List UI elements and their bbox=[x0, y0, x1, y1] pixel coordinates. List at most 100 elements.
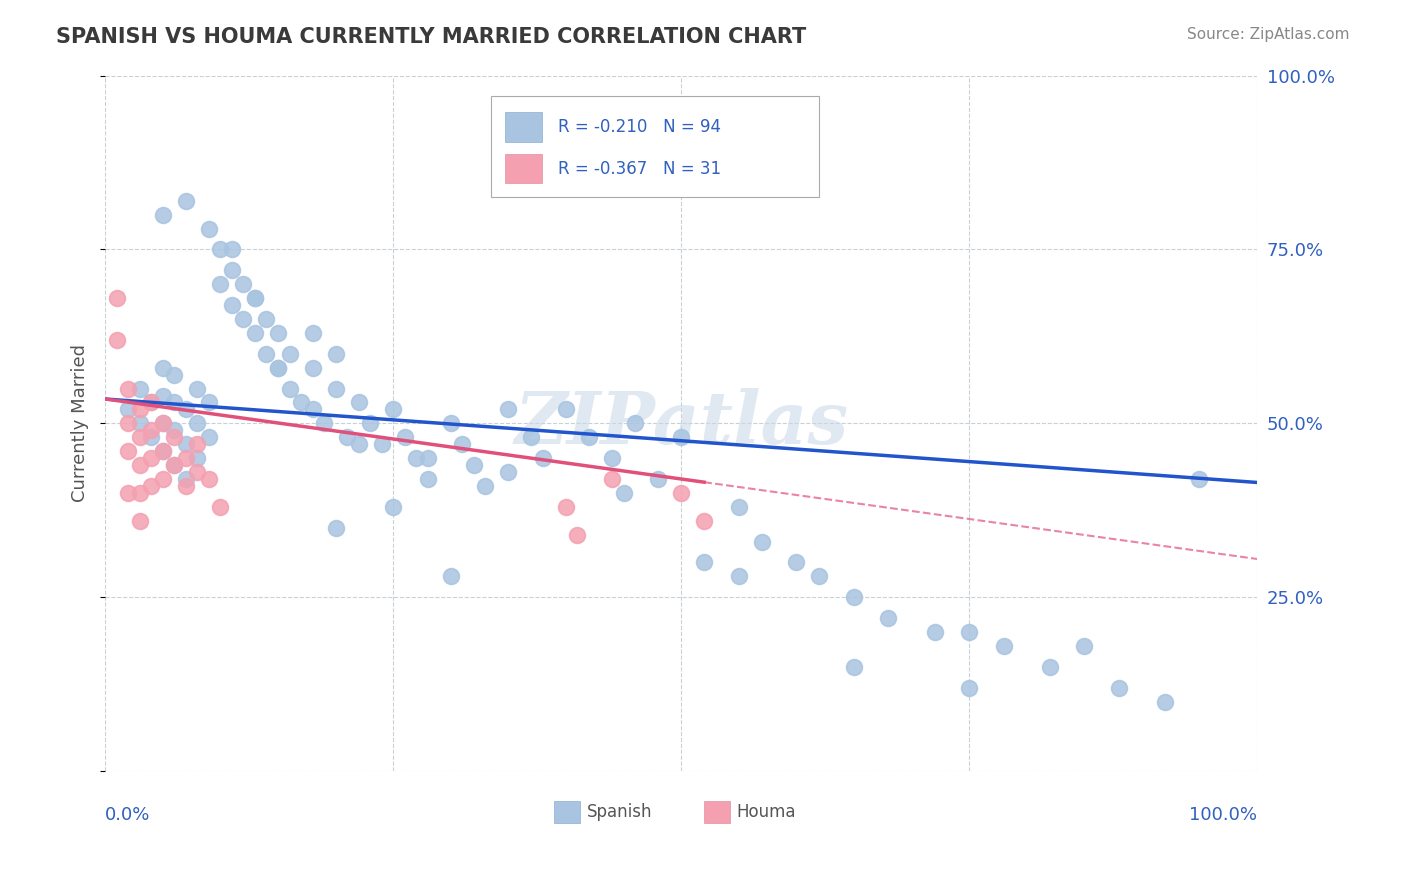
Point bbox=[842, 660, 865, 674]
Point bbox=[267, 360, 290, 375]
Point bbox=[186, 382, 208, 396]
Point bbox=[394, 430, 416, 444]
Point bbox=[117, 382, 139, 396]
Point bbox=[957, 681, 980, 695]
Point bbox=[152, 472, 174, 486]
Point bbox=[498, 402, 520, 417]
Point bbox=[555, 402, 578, 417]
Bar bbox=[554, 801, 579, 823]
Point bbox=[347, 437, 370, 451]
Point bbox=[174, 479, 197, 493]
Point bbox=[152, 444, 174, 458]
Point bbox=[163, 395, 186, 409]
Point bbox=[290, 395, 312, 409]
Point bbox=[924, 625, 946, 640]
Bar bbox=[491, 96, 820, 197]
Point bbox=[174, 437, 197, 451]
Point bbox=[243, 291, 266, 305]
Point bbox=[141, 430, 163, 444]
Point bbox=[785, 556, 807, 570]
Point bbox=[141, 479, 163, 493]
Point bbox=[198, 221, 221, 235]
Point bbox=[359, 417, 381, 431]
Point bbox=[163, 368, 186, 382]
Point bbox=[278, 382, 301, 396]
Point bbox=[221, 263, 243, 277]
Point bbox=[243, 326, 266, 340]
Point bbox=[498, 465, 520, 479]
Point bbox=[301, 402, 323, 417]
Text: 0.0%: 0.0% bbox=[105, 805, 150, 824]
Point bbox=[382, 500, 405, 514]
Point bbox=[174, 472, 197, 486]
Point bbox=[567, 527, 589, 541]
Point bbox=[440, 417, 463, 431]
Point bbox=[105, 291, 128, 305]
Point bbox=[128, 402, 150, 417]
Point bbox=[312, 417, 335, 431]
Point bbox=[198, 430, 221, 444]
Point bbox=[474, 479, 496, 493]
Point bbox=[186, 437, 208, 451]
Point bbox=[612, 486, 634, 500]
Point bbox=[1188, 472, 1211, 486]
Bar bbox=[505, 154, 541, 184]
Point bbox=[842, 591, 865, 605]
Text: R = -0.367   N = 31: R = -0.367 N = 31 bbox=[558, 160, 721, 178]
Point bbox=[808, 569, 831, 583]
Point bbox=[128, 430, 150, 444]
Text: Source: ZipAtlas.com: Source: ZipAtlas.com bbox=[1187, 27, 1350, 42]
Text: ZIPatlas: ZIPatlas bbox=[515, 388, 848, 458]
Point bbox=[256, 347, 278, 361]
Point bbox=[693, 556, 716, 570]
Point bbox=[993, 639, 1015, 653]
Point bbox=[727, 569, 749, 583]
Point bbox=[209, 500, 232, 514]
Point bbox=[463, 458, 485, 472]
Point bbox=[128, 486, 150, 500]
Text: 100.0%: 100.0% bbox=[1189, 805, 1257, 824]
Point bbox=[105, 333, 128, 347]
Point bbox=[232, 277, 254, 292]
Point bbox=[600, 451, 623, 466]
Point bbox=[751, 534, 773, 549]
Point bbox=[624, 417, 647, 431]
Point bbox=[325, 521, 347, 535]
Point bbox=[669, 486, 692, 500]
Point bbox=[531, 451, 554, 466]
Point bbox=[267, 326, 290, 340]
Point bbox=[221, 243, 243, 257]
Point bbox=[186, 451, 208, 466]
Point bbox=[186, 417, 208, 431]
Point bbox=[163, 458, 186, 472]
Point bbox=[141, 395, 163, 409]
Point bbox=[382, 402, 405, 417]
Bar bbox=[505, 112, 541, 142]
Point bbox=[1108, 681, 1130, 695]
Point bbox=[693, 514, 716, 528]
Text: SPANISH VS HOUMA CURRENTLY MARRIED CORRELATION CHART: SPANISH VS HOUMA CURRENTLY MARRIED CORRE… bbox=[56, 27, 807, 46]
Point bbox=[336, 430, 359, 444]
Point bbox=[267, 360, 290, 375]
Point bbox=[347, 395, 370, 409]
Point bbox=[416, 451, 439, 466]
Point bbox=[152, 208, 174, 222]
Point bbox=[117, 417, 139, 431]
Point bbox=[198, 395, 221, 409]
Point bbox=[174, 451, 197, 466]
Point bbox=[1154, 695, 1177, 709]
Point bbox=[141, 451, 163, 466]
Point bbox=[301, 326, 323, 340]
Point bbox=[278, 347, 301, 361]
Point bbox=[152, 417, 174, 431]
Text: Houma: Houma bbox=[737, 803, 796, 822]
Point bbox=[440, 569, 463, 583]
Point bbox=[957, 625, 980, 640]
Point bbox=[198, 472, 221, 486]
Point bbox=[152, 388, 174, 402]
Point bbox=[152, 417, 174, 431]
Point bbox=[243, 291, 266, 305]
Point bbox=[325, 382, 347, 396]
Point bbox=[647, 472, 669, 486]
Point bbox=[520, 430, 543, 444]
